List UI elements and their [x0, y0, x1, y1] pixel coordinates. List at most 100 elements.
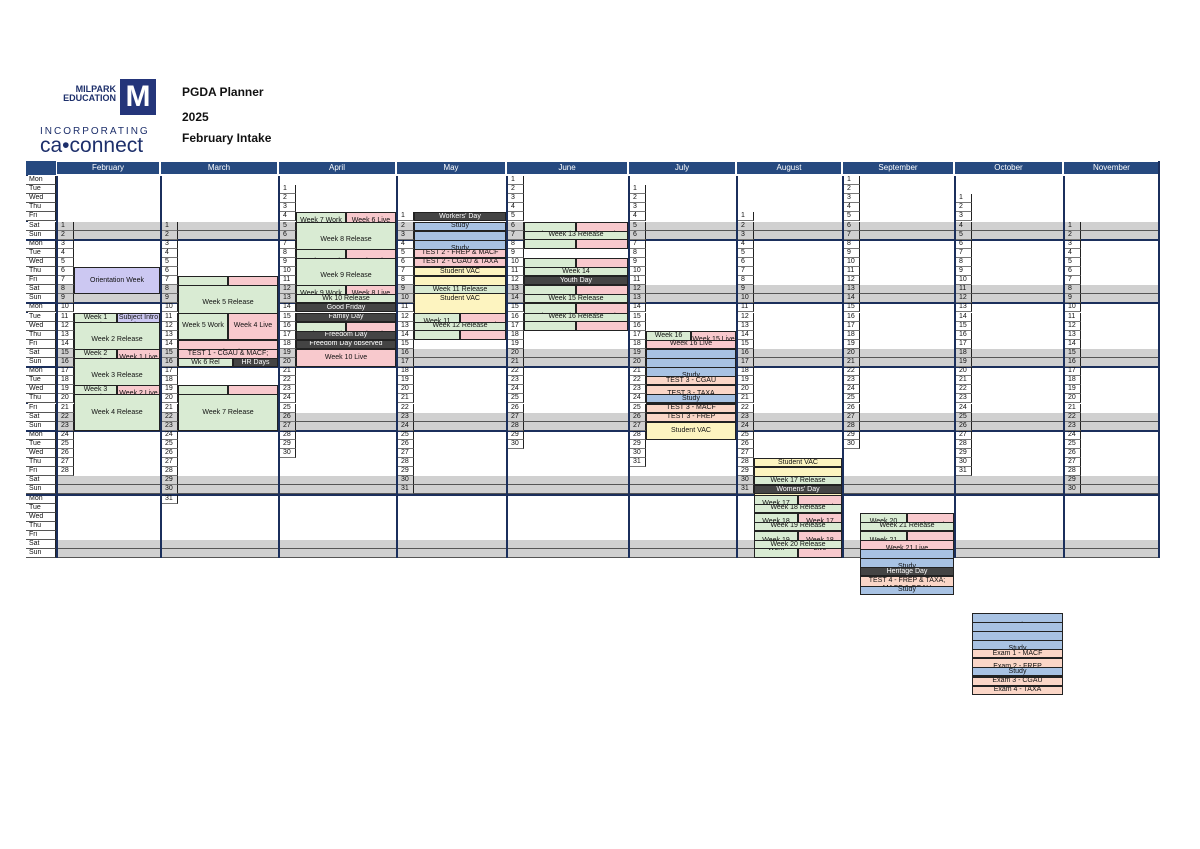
day-number: 14 [280, 303, 296, 313]
month-separator [506, 176, 508, 559]
day-number: 26 [162, 449, 178, 459]
day-number: 30 [738, 476, 754, 486]
day-number: 14 [508, 294, 524, 304]
weekday-label: Wed [26, 512, 56, 522]
day-number: 4 [956, 221, 972, 231]
day-number: 3 [280, 203, 296, 213]
day-number: 5 [58, 257, 74, 267]
day-number: 19 [58, 385, 74, 395]
weekday-label: Mon [26, 430, 56, 440]
day-number: 19 [956, 358, 972, 368]
day-number: 13 [1065, 330, 1081, 340]
day-number: 4 [398, 239, 414, 249]
day-number: 13 [280, 294, 296, 304]
day-number: 29 [508, 430, 524, 440]
day-number: 12 [508, 276, 524, 286]
weekend-row [56, 476, 1160, 486]
day-number: 24 [956, 403, 972, 413]
day-number: 16 [1065, 358, 1081, 368]
day-number: 17 [58, 367, 74, 377]
day-number: 16 [58, 358, 74, 368]
day-number: 22 [280, 376, 296, 386]
day-number: 1 [844, 176, 860, 186]
day-number: 27 [956, 430, 972, 440]
event-work: Week 11 Release [414, 285, 506, 295]
day-number: 22 [398, 403, 414, 413]
day-number: 10 [280, 267, 296, 277]
day-number: 25 [630, 403, 646, 413]
day-number: 17 [162, 367, 178, 377]
day-number: 3 [738, 230, 754, 240]
day-number: 12 [738, 312, 754, 322]
weekend-row [56, 348, 1160, 358]
day-number: 6 [844, 221, 860, 231]
event-study: Study [860, 585, 954, 595]
day-number: 24 [630, 394, 646, 404]
day-number: 14 [738, 330, 754, 340]
day-number: 7 [738, 267, 754, 277]
day-number: 3 [398, 230, 414, 240]
day-number: 18 [398, 367, 414, 377]
day-number: 9 [162, 294, 178, 304]
logo-line1: MILPARK [75, 84, 116, 94]
day-number: 12 [58, 321, 74, 331]
day-number: 30 [844, 439, 860, 449]
day-number: 30 [508, 439, 524, 449]
weekend-row [56, 540, 1160, 550]
intake-label: February Intake [182, 131, 272, 145]
weekday-label: Tue [26, 376, 56, 386]
weekday-label: Wed [26, 385, 56, 395]
day-number: 26 [280, 412, 296, 422]
day-number: 18 [508, 330, 524, 340]
day-number: 13 [162, 330, 178, 340]
day-number: 21 [1065, 403, 1081, 413]
day-number: 8 [630, 248, 646, 258]
event-work: Week 13 Release [524, 230, 628, 240]
day-number: 15 [398, 339, 414, 349]
day-number: 14 [844, 294, 860, 304]
day-number: 23 [1065, 421, 1081, 431]
day-number: 22 [844, 367, 860, 377]
day-number: 18 [280, 339, 296, 349]
day-number: 1 [630, 185, 646, 195]
day-number: 25 [956, 412, 972, 422]
day-number: 28 [508, 421, 524, 431]
day-number: 30 [956, 458, 972, 468]
day-number: 8 [280, 248, 296, 258]
day-number: 3 [58, 239, 74, 249]
day-number: 6 [280, 230, 296, 240]
day-number: 6 [398, 257, 414, 267]
day-number: 7 [956, 248, 972, 258]
day-number: 19 [844, 339, 860, 349]
day-number: 30 [280, 449, 296, 459]
year-label: 2025 [182, 110, 209, 124]
weekend-row [56, 549, 1160, 559]
day-number: 27 [1065, 458, 1081, 468]
day-number: 5 [630, 221, 646, 231]
day-number: 24 [398, 421, 414, 431]
day-number: 29 [738, 467, 754, 477]
day-number: 16 [630, 321, 646, 331]
weekday-label: Thu [26, 458, 56, 468]
day-number: 17 [630, 330, 646, 340]
day-number: 6 [508, 221, 524, 231]
day-number: 28 [738, 458, 754, 468]
month-separator [56, 176, 58, 559]
day-number: 2 [738, 221, 754, 231]
event-test: TEST 3 - FREP [646, 412, 736, 422]
day-number: 15 [630, 312, 646, 322]
day-number: 14 [58, 339, 74, 349]
day-number: 16 [844, 312, 860, 322]
day-number: 19 [398, 376, 414, 386]
month-separator [736, 176, 738, 559]
day-number: 26 [956, 421, 972, 431]
day-number: 1 [1065, 221, 1081, 231]
day-number: 14 [1065, 339, 1081, 349]
day-number: 4 [1065, 248, 1081, 258]
day-number: 1 [280, 185, 296, 195]
weekday-label: Mon [26, 367, 56, 377]
event-vac: Student VAC [754, 458, 842, 468]
day-number: 16 [738, 348, 754, 358]
event-dark: Good Friday [296, 303, 396, 313]
day-number: 10 [58, 303, 74, 313]
